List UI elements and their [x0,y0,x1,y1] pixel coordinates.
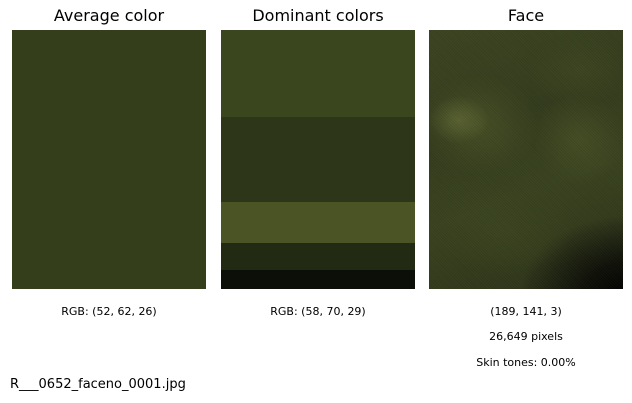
face-pixels-label: 26,649 pixels [489,330,563,343]
average-color-rgb-label: RGB: (52, 62, 26) [61,305,157,318]
face-rgb-label: (189, 141, 3) [490,305,562,318]
average-color-swatch [12,30,206,289]
dominant-colors-title: Dominant colors [252,6,384,25]
average-color-title: Average color [53,6,165,25]
dominant-color-band [221,30,415,117]
dominant-color-band [221,270,415,289]
dominant-color-band [221,202,415,243]
face-skin-tones-label: Skin tones: 0.00% [476,356,576,369]
face-title: Face [507,6,545,25]
dominant-colors-swatch [221,30,415,289]
face-image-texture [429,30,623,289]
filename-label: R___0652_faceno_0001.jpg [10,377,186,392]
dominant-color-band [221,243,415,270]
dominant-colors-rgb-label: RGB: (58, 70, 29) [270,305,366,318]
dominant-color-band [221,117,415,202]
face-image [429,30,623,289]
